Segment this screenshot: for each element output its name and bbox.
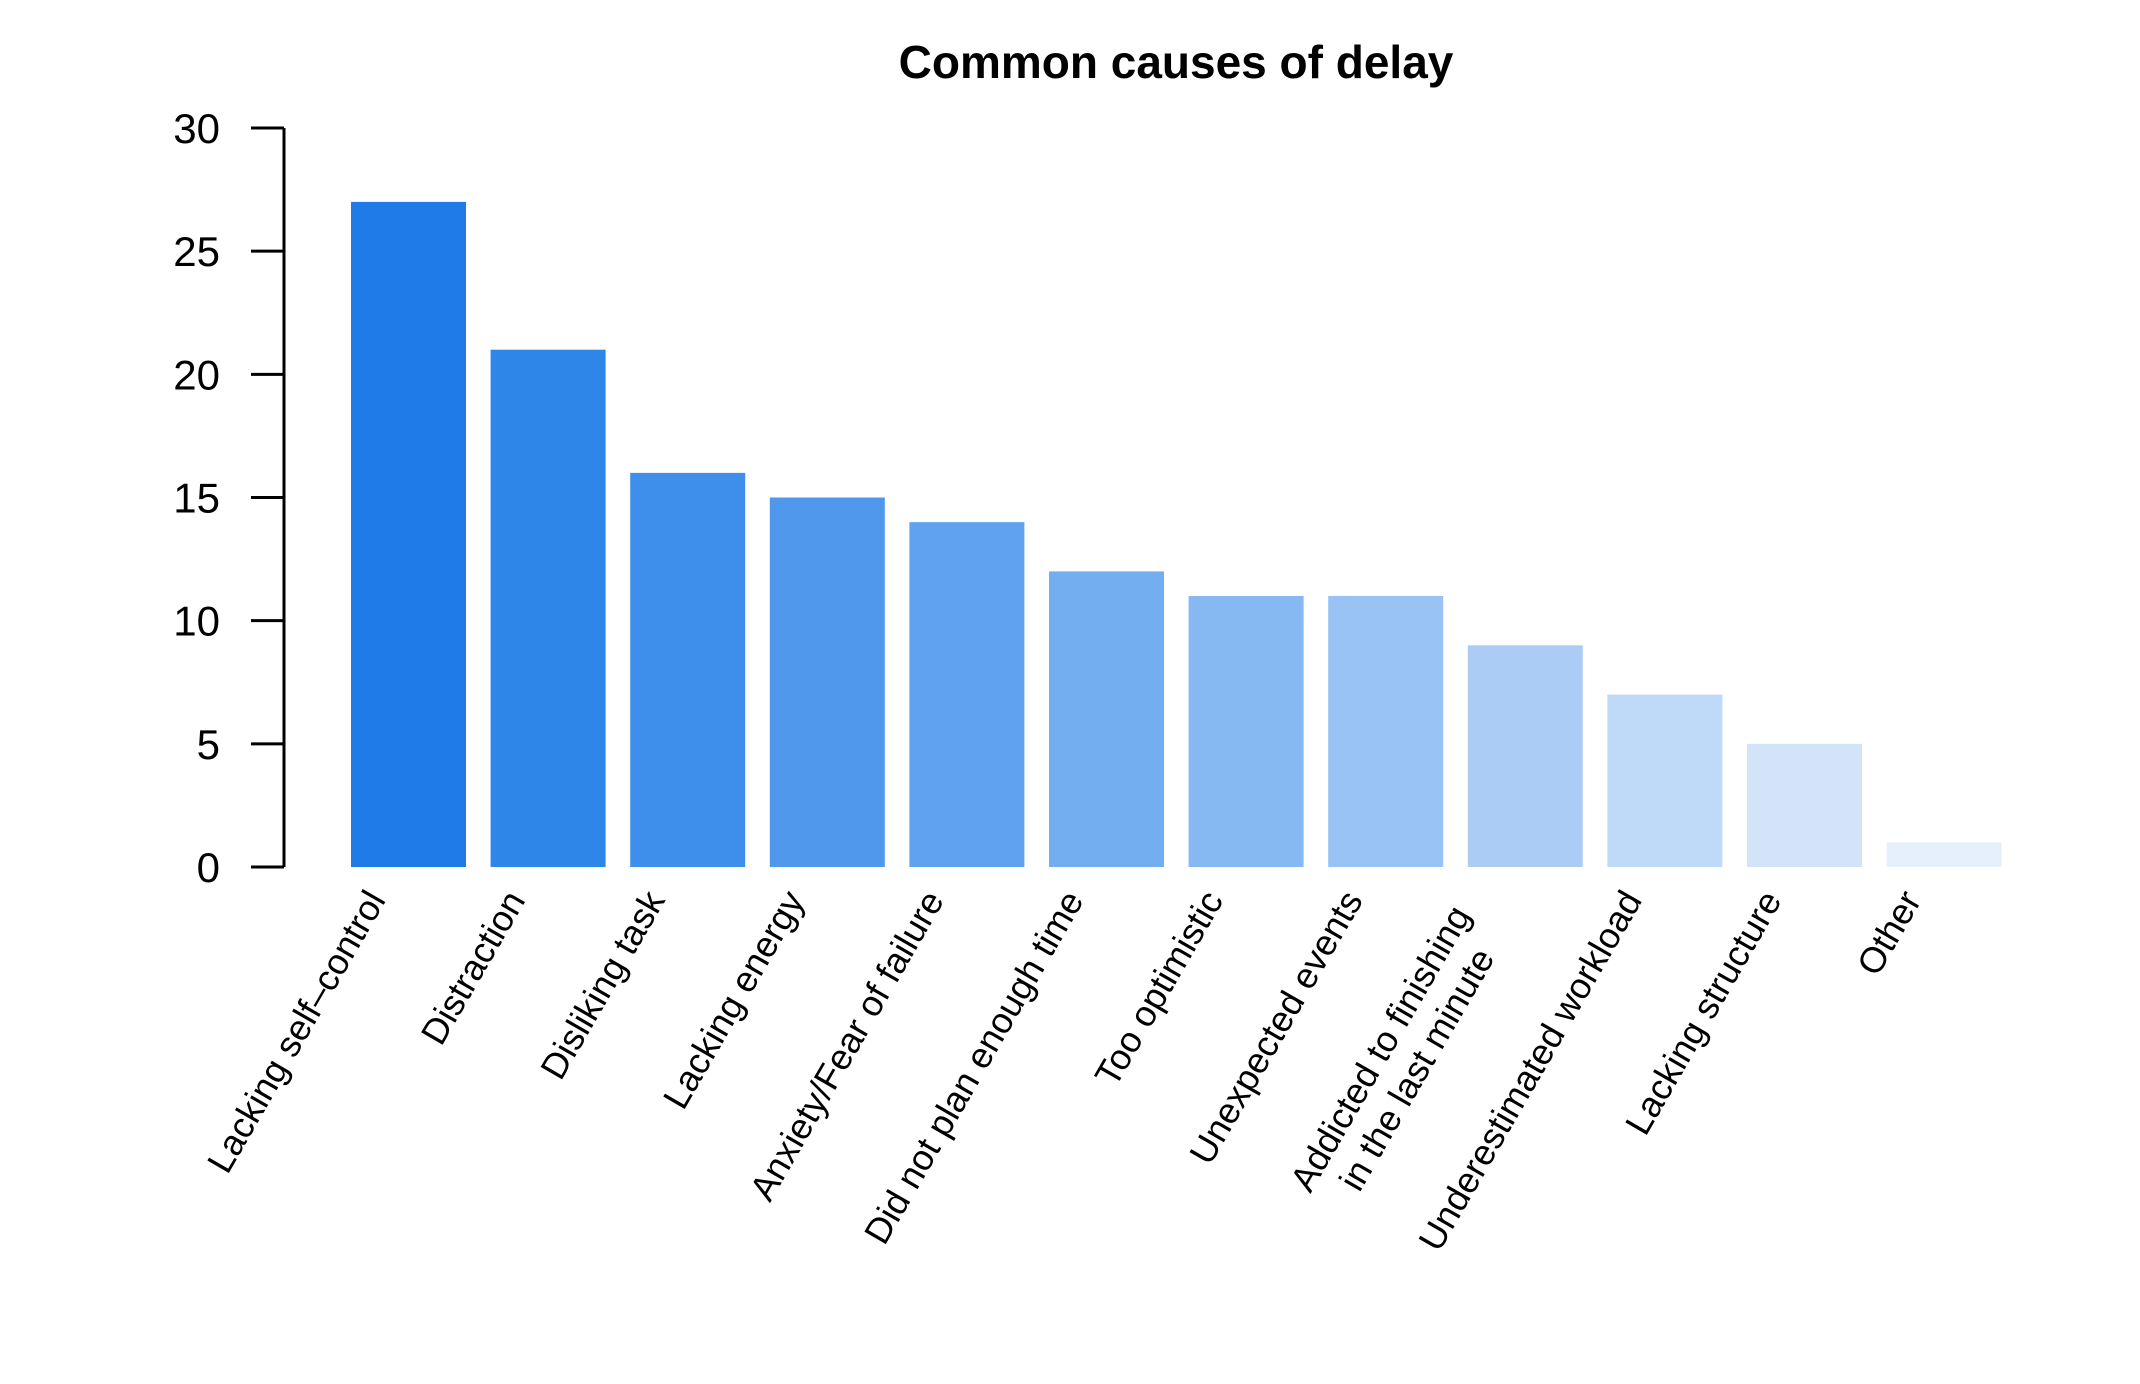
bar bbox=[1049, 571, 1164, 867]
x-tick-label: Lacking self–control bbox=[199, 884, 394, 1180]
bar bbox=[1467, 645, 1583, 867]
y-tick-label: 25 bbox=[173, 228, 220, 275]
x-tick-label: Lacking structure bbox=[1617, 884, 1790, 1142]
bar bbox=[1886, 842, 2002, 867]
y-tick-label: 20 bbox=[173, 351, 220, 398]
bar bbox=[769, 497, 885, 867]
chart-title: Common causes of delay bbox=[899, 36, 1454, 88]
bar bbox=[1188, 596, 1304, 867]
bar bbox=[630, 472, 746, 867]
x-tick-label: Distraction bbox=[412, 884, 533, 1052]
bar bbox=[1747, 743, 1862, 867]
x-tick-label: Too optimistic bbox=[1086, 884, 1231, 1093]
x-tick-label: Disliking task bbox=[532, 883, 673, 1086]
bar bbox=[909, 522, 1025, 867]
y-tick-label: 5 bbox=[197, 721, 220, 768]
bar bbox=[351, 201, 466, 867]
y-tick-label: 15 bbox=[173, 475, 220, 522]
x-tick-label: Lacking energy bbox=[655, 884, 813, 1116]
bar bbox=[1328, 596, 1444, 867]
y-tick-label: 30 bbox=[173, 105, 220, 152]
bar bbox=[1607, 694, 1723, 867]
y-tick-label: 10 bbox=[173, 598, 220, 645]
x-tick-label: Other bbox=[1848, 884, 1929, 982]
y-tick-label: 0 bbox=[197, 844, 220, 891]
bar bbox=[490, 349, 606, 867]
